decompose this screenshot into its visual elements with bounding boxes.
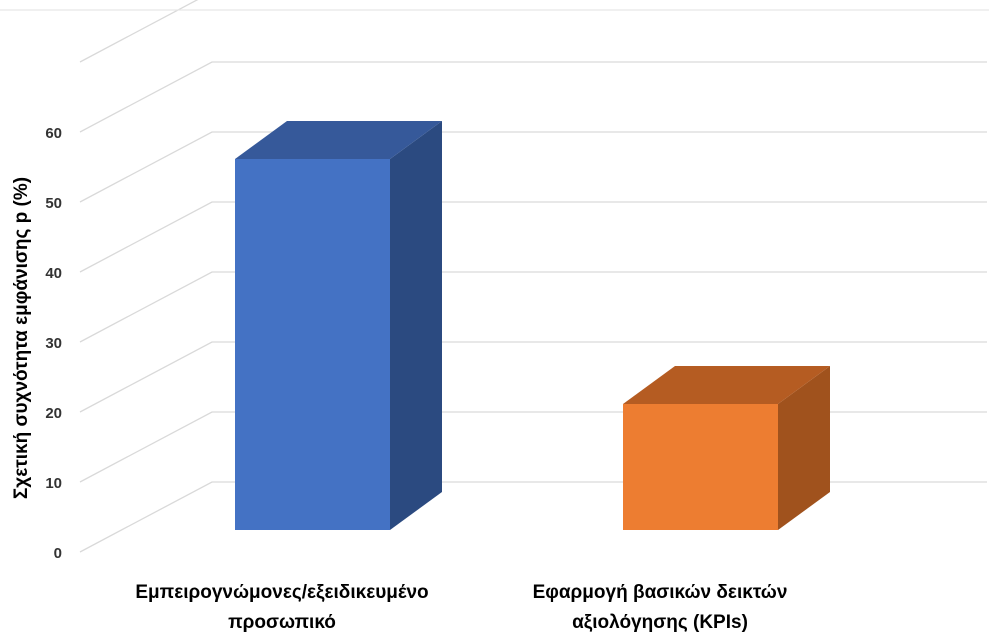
- gridline: [80, 272, 987, 342]
- bar-front: [235, 159, 390, 530]
- bar: [235, 121, 442, 530]
- gridline: [80, 202, 987, 272]
- gridline: [80, 62, 987, 132]
- gridlines: [0, 0, 989, 552]
- x-category-label: Εμπειρογνώμονες/εξειδικευμένο προσωπικό: [135, 582, 428, 633]
- x-axis-labels: Εμπειρογνώμονες/εξειδικευμένο προσωπικό Εφ…: [135, 582, 787, 633]
- y-tick-label: 40: [45, 265, 62, 282]
- gridline: [80, 412, 987, 482]
- y-tick-label: 60: [45, 125, 62, 142]
- gridline: [80, 342, 987, 412]
- y-tick-label: 30: [45, 335, 62, 352]
- bar: [623, 366, 830, 530]
- bars: [235, 121, 830, 530]
- x-category-label: Εφαρμογή βασικών δεικτών αξιολόγησης (KPI…: [533, 582, 788, 633]
- gridline: [80, 482, 987, 552]
- gridline: [80, 132, 987, 202]
- y-axis-ticks: 0 10 20 30 40 50 60: [45, 125, 62, 562]
- gridline: [80, 0, 987, 62]
- y-tick-label: 50: [45, 195, 62, 212]
- y-tick-label: 20: [45, 405, 62, 422]
- bar-side: [390, 121, 442, 530]
- bar-front: [623, 404, 778, 530]
- y-tick-label: 10: [45, 475, 62, 492]
- y-tick-label: 0: [54, 545, 62, 562]
- y-axis-title: Σχετική συχνότητα εμφάνισης p (%): [11, 177, 32, 499]
